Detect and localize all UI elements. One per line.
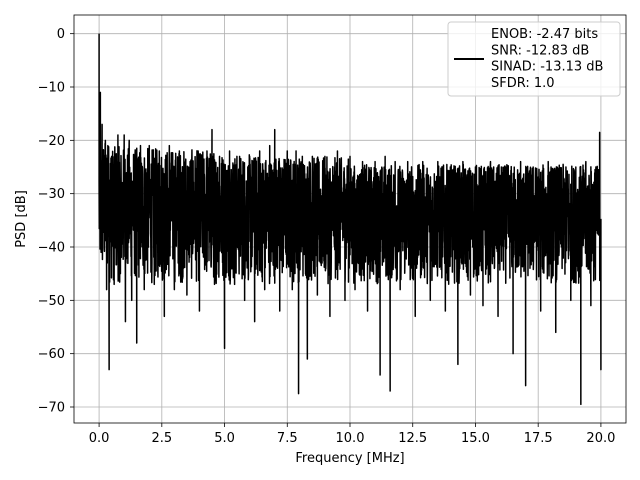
x-tick-labels: 0.0 2.5 5.0 7.5 10.0 12.5 15.0 17.5 20.0 [89,431,616,446]
y-axis-label: PSD [dB] [14,190,29,248]
x-tick-label: 15.0 [461,431,490,446]
axis-ticks [70,33,602,427]
x-tick-label: 7.5 [277,431,298,446]
y-tick-label: −60 [38,347,65,362]
legend-entry: ENOB: -2.47 bits SNR: -12.83 dB SINAD: -13… [491,27,603,91]
plot-frame [73,14,627,424]
y-tick-label: −10 [38,81,65,96]
plot-area [98,33,602,406]
y-tick-label: −30 [38,187,65,202]
x-tick-label: 10.0 [336,431,365,446]
series-line [98,33,602,406]
y-tick-label: −70 [38,401,65,416]
y-tick-label: −20 [38,134,65,149]
x-tick-label: 2.5 [151,431,172,446]
legend-box [447,21,621,97]
x-tick-label: 12.5 [398,431,427,446]
y-tick-label: 0 [57,27,65,42]
y-tick-labels: 0 −10 −20 −30 −40 −50 −60 −70 [38,27,65,415]
legend: ENOB: -2.47 bits SNR: -12.83 dB SINAD: -13… [447,21,621,97]
x-tick-label: 17.5 [524,431,553,446]
x-axis-label: Frequency [MHz] [295,451,404,466]
x-tick-label: 5.0 [214,431,235,446]
y-tick-label: −40 [38,241,65,256]
y-tick-label: −50 [38,294,65,309]
x-tick-label: 20.0 [586,431,615,446]
x-tick-label: 0.0 [89,431,110,446]
